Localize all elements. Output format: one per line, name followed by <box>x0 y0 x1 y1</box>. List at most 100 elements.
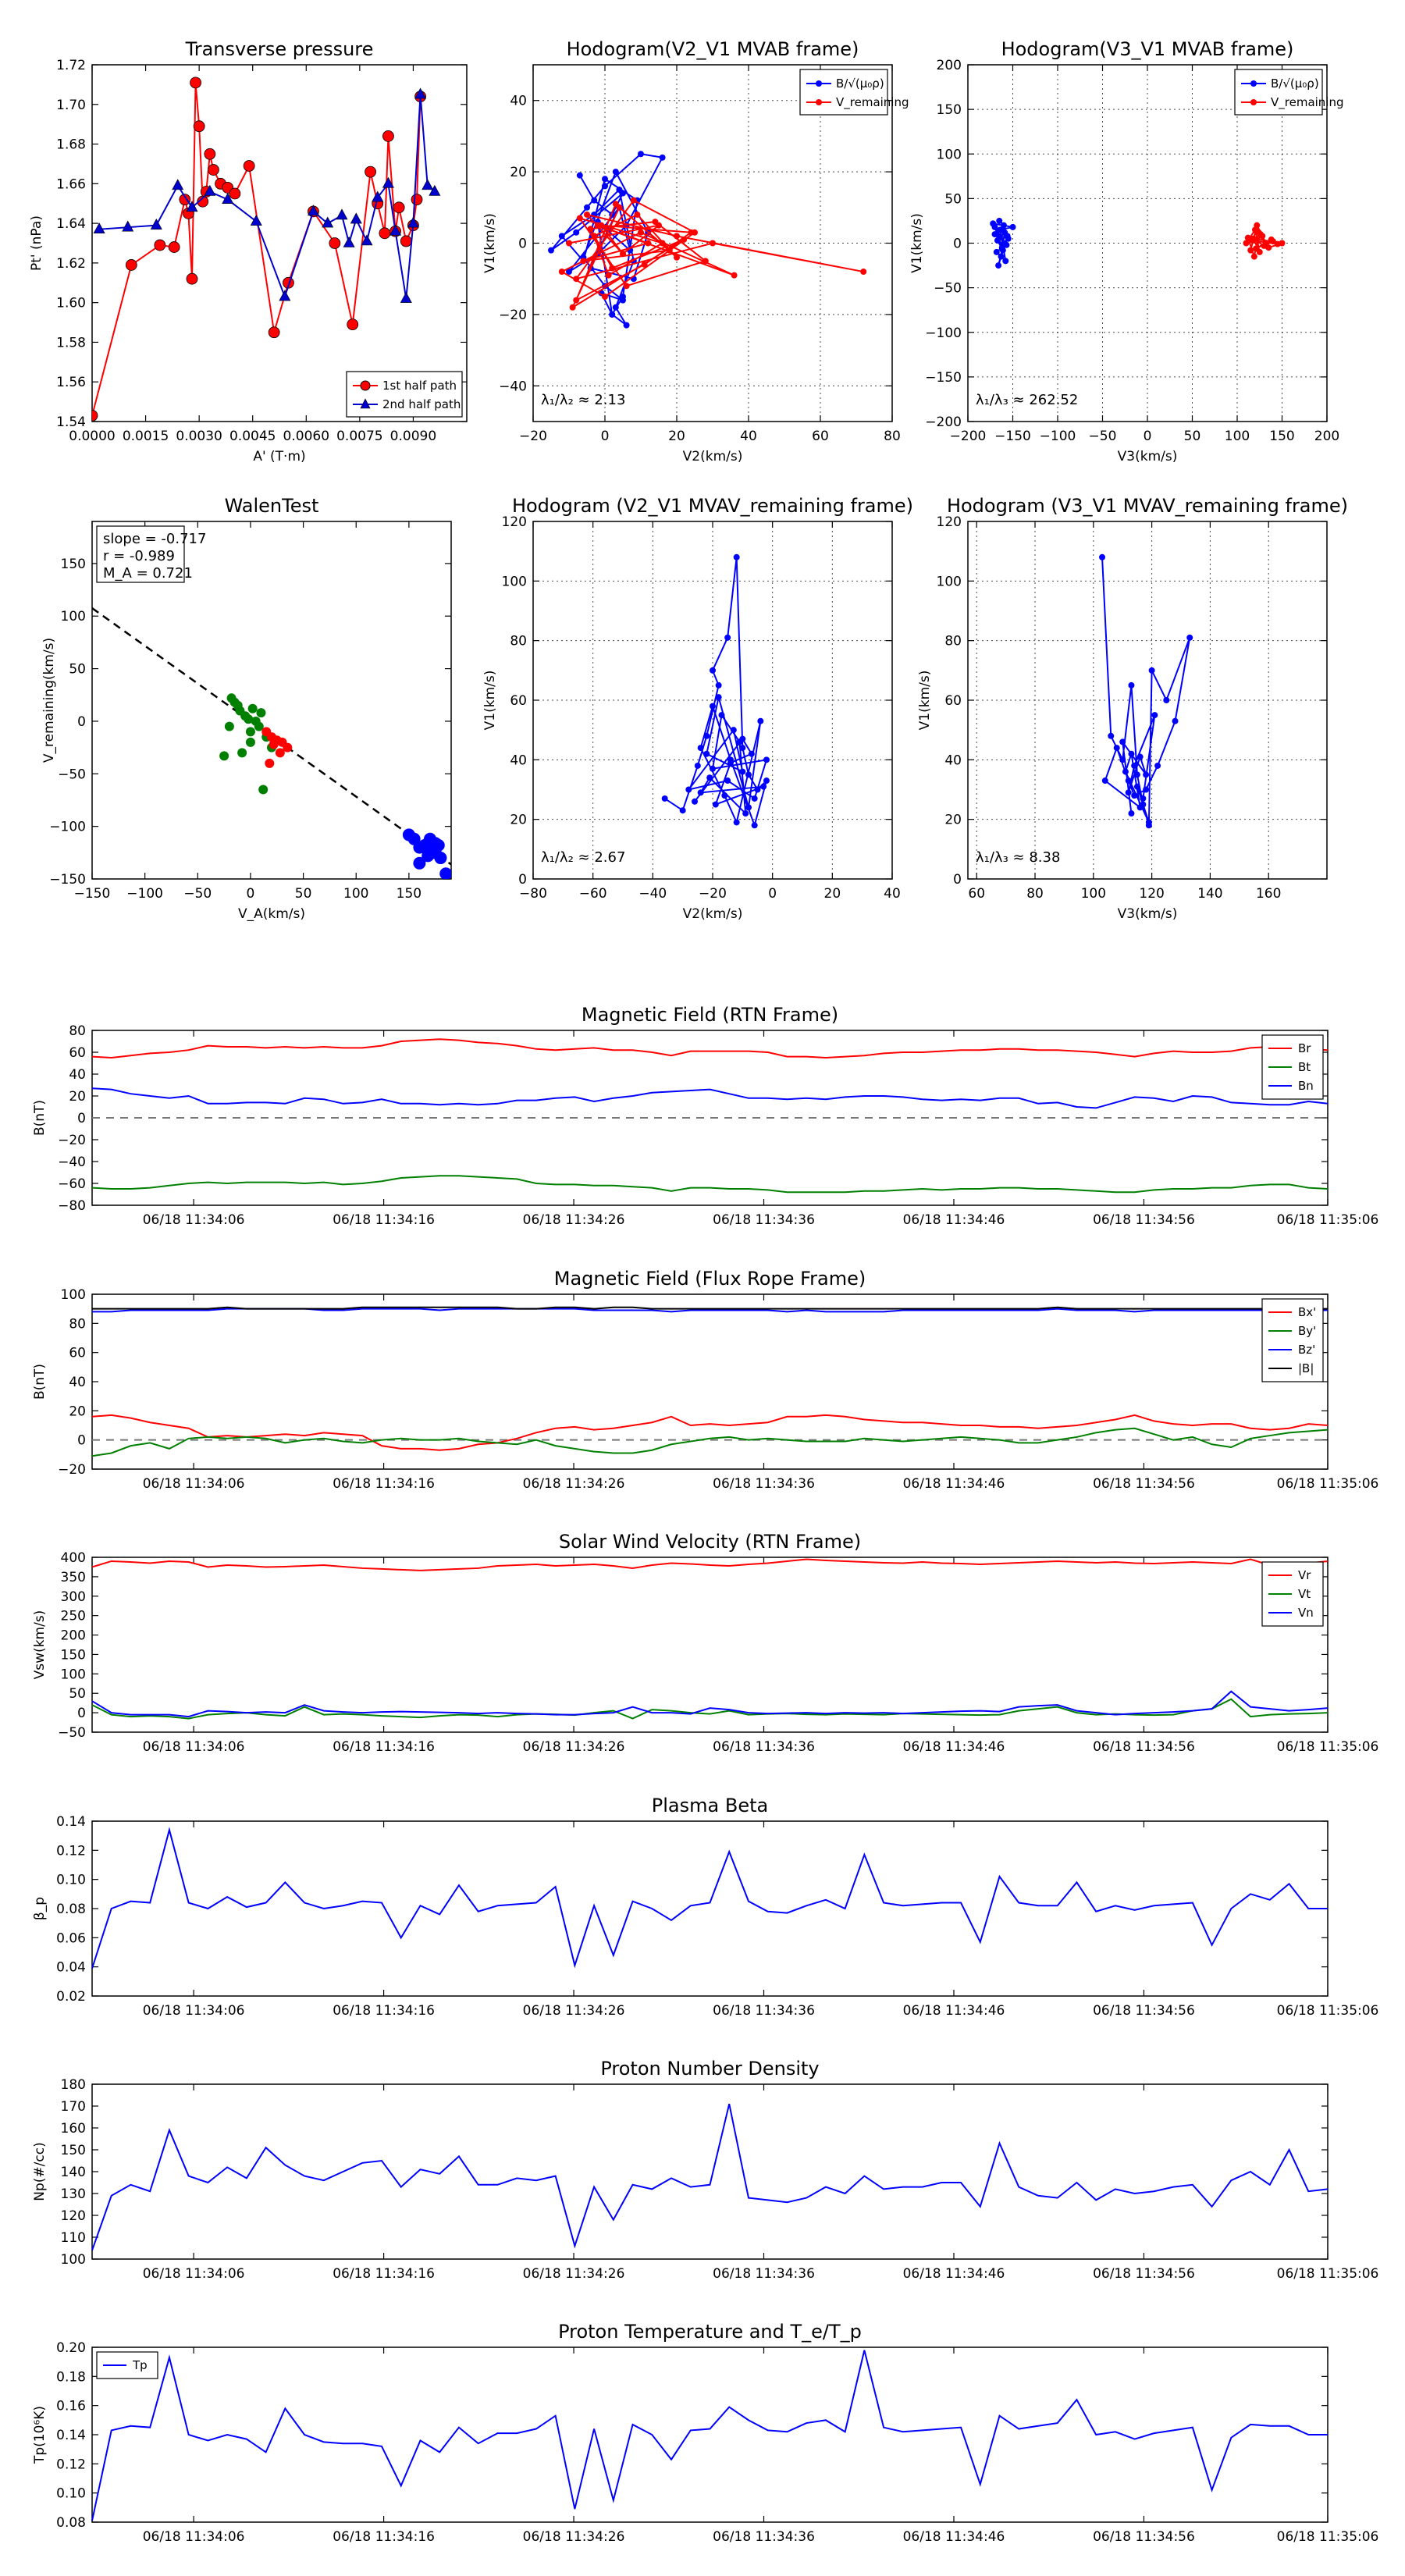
hodo_rem12-series-0-line <box>664 557 768 828</box>
hodo_rem12-xtick-label: −80 <box>519 886 547 902</box>
hodo12-series-0-point <box>591 197 598 204</box>
hodo_rem12-ytick-label: 80 <box>510 634 527 649</box>
hodo13-series-0-point <box>1001 222 1007 229</box>
hodo_rem13-series-0-point <box>1186 634 1193 641</box>
hodo_rem12-ytick-label: 40 <box>510 753 527 768</box>
hodo_rem13-xlabel: V3(km/s) <box>1118 906 1178 922</box>
walen-ytick-label: 150 <box>61 557 86 572</box>
transverse-series-0-point <box>268 326 280 339</box>
hodo_rem13-series-0-point <box>1122 768 1129 775</box>
mag_flux-xtick-label: 06/18 11:34:56 <box>1093 1476 1195 1492</box>
mag_rtn-ytick-label: −80 <box>58 1198 86 1214</box>
walen-ytick-label: 50 <box>69 662 86 678</box>
beta-xtick-label: 06/18 11:34:16 <box>333 2003 435 2019</box>
transverse-series-1-point <box>361 234 373 246</box>
hodo_rem12-series-0-point <box>751 795 758 802</box>
hodo_rem13-series-0-point <box>1125 789 1132 796</box>
mag_rtn-ytick-label: 40 <box>69 1067 86 1083</box>
transverse-series-0-point <box>411 194 423 206</box>
mag_flux-legend-label: Bx' <box>1298 1305 1316 1319</box>
hodo_rem13-ytick-label: 40 <box>944 753 962 768</box>
mag_rtn-legend-label: Br <box>1298 1041 1311 1055</box>
hodo12-series-0-point <box>659 154 666 161</box>
density-ytick-label: 100 <box>61 2252 86 2268</box>
hodo12-ytick-label: −40 <box>499 379 527 394</box>
hodo_rem12-series-0-point <box>685 786 692 793</box>
hodo12-series-0-point <box>620 294 626 301</box>
velocity-ytick-label: 400 <box>61 1550 86 1566</box>
mag_rtn-xtick-label: 06/18 11:34:16 <box>333 1212 435 1228</box>
transverse-series-0-point <box>393 201 405 214</box>
hodo13-series-1-point <box>1268 236 1275 243</box>
temperature-ytick-label: 0.14 <box>56 2428 86 2443</box>
walen-plot-area <box>92 607 451 879</box>
mag_rtn-xtick-label: 06/18 11:34:06 <box>143 1212 245 1228</box>
hodo12-series-1-point <box>580 258 587 265</box>
transverse-series-0-point <box>154 239 166 251</box>
hodo_rem12-ylabel: V1(km/s) <box>482 671 498 731</box>
hodo13-title: Hodogram(V3_V1 MVAB frame) <box>1001 38 1294 60</box>
walen-series-2-point <box>434 852 447 865</box>
hodo12-series-0-point <box>602 176 608 183</box>
hodo12-series-1-point <box>860 269 867 276</box>
hodo12-series-1-point <box>558 269 565 276</box>
hodo_rem12-series-0-point <box>751 822 758 829</box>
hodo13-series-0-point <box>1009 223 1016 230</box>
mag_rtn-series-1-line <box>91 1175 1329 1194</box>
temperature-ytick-label: 0.10 <box>56 2486 86 2502</box>
hodo_rem13-series-0-point <box>1133 771 1140 778</box>
hodo13-series-0-point <box>1003 241 1010 248</box>
hodo13-xtick-label: −200 <box>950 429 987 444</box>
hodo13-ytick-label: −50 <box>934 281 962 297</box>
hodo13-ytick-label: 0 <box>953 237 962 252</box>
hodo_rem13-series-0-point <box>1133 783 1140 790</box>
temperature-xtick-label: 06/18 11:34:36 <box>713 2529 815 2545</box>
hodo13-xlabel: V3(km/s) <box>1118 449 1178 464</box>
walen-series-1-point <box>283 742 293 753</box>
transverse-series-1-point <box>407 216 419 228</box>
hodo_rem13-ytick-label: 80 <box>944 634 962 649</box>
temperature-xtick-label: 06/18 11:34:16 <box>333 2529 435 2545</box>
hodo12-ytick-label: 20 <box>510 165 527 180</box>
hodo_rem12-series-0-point <box>730 727 737 734</box>
hodo12-series-0-point <box>558 233 565 240</box>
mag_rtn-ylabel: B(nT) <box>32 1100 48 1136</box>
transverse-series-1-point <box>122 220 134 232</box>
hodo_rem13-annotation: λ₁/λ₃ ≈ 8.38 <box>976 849 1060 866</box>
mag_rtn-xtick-label: 06/18 11:34:46 <box>903 1212 1005 1228</box>
transverse-ytick-label: 1.58 <box>56 335 86 350</box>
velocity-ytick-label: 200 <box>61 1628 86 1644</box>
transverse-series-1-point <box>422 179 434 190</box>
temperature-xtick-label: 06/18 11:35:06 <box>1277 2529 1379 2545</box>
temperature-ytick-label: 0.16 <box>56 2399 86 2414</box>
hodo_rem13-series-0-point <box>1128 810 1135 817</box>
hodo_rem13-series-0-point <box>1099 553 1106 560</box>
hodo13-legend-marker <box>1250 80 1257 87</box>
walen-series-2-point <box>439 867 451 879</box>
walen-xtick-label: 0 <box>247 886 255 902</box>
hodo12-series-0-point <box>638 151 644 158</box>
beta-xtick-label: 06/18 11:34:26 <box>523 2003 625 2019</box>
hodo_rem12-series-0-point <box>715 681 722 688</box>
walen-ytick-label: −50 <box>58 767 86 782</box>
transverse-series-0-line <box>92 82 422 416</box>
mag_rtn-ytick-label: −60 <box>58 1176 86 1192</box>
density-xtick-label: 06/18 11:34:26 <box>523 2266 625 2282</box>
hodo13-series-0-point <box>1001 229 1008 236</box>
transverse-series-0-point <box>365 165 376 178</box>
transverse-series-1-point <box>382 176 394 188</box>
hodo12-legend-marker <box>816 80 822 87</box>
hodo13-series-1-point <box>1254 222 1261 229</box>
hodo_rem13-series-0-point <box>1119 738 1126 745</box>
mag_flux-legend-label: By' <box>1298 1324 1316 1338</box>
velocity-series-2-line <box>91 1690 1329 1718</box>
velocity-xtick-label: 06/18 11:34:46 <box>903 1739 1005 1755</box>
temperature-xtick-label: 06/18 11:34:56 <box>1093 2529 1195 2545</box>
transverse-ytick-label: 1.70 <box>56 98 86 113</box>
hodo12-series-1-point <box>702 258 709 265</box>
hodo12-series-1-point <box>569 304 576 311</box>
transverse-series-0-point <box>190 76 201 89</box>
hodo_rem12-series-0-point <box>710 667 716 674</box>
mag_flux-ytick-label: 60 <box>69 1346 86 1361</box>
transverse-xtick-label: 0.0090 <box>390 429 436 444</box>
